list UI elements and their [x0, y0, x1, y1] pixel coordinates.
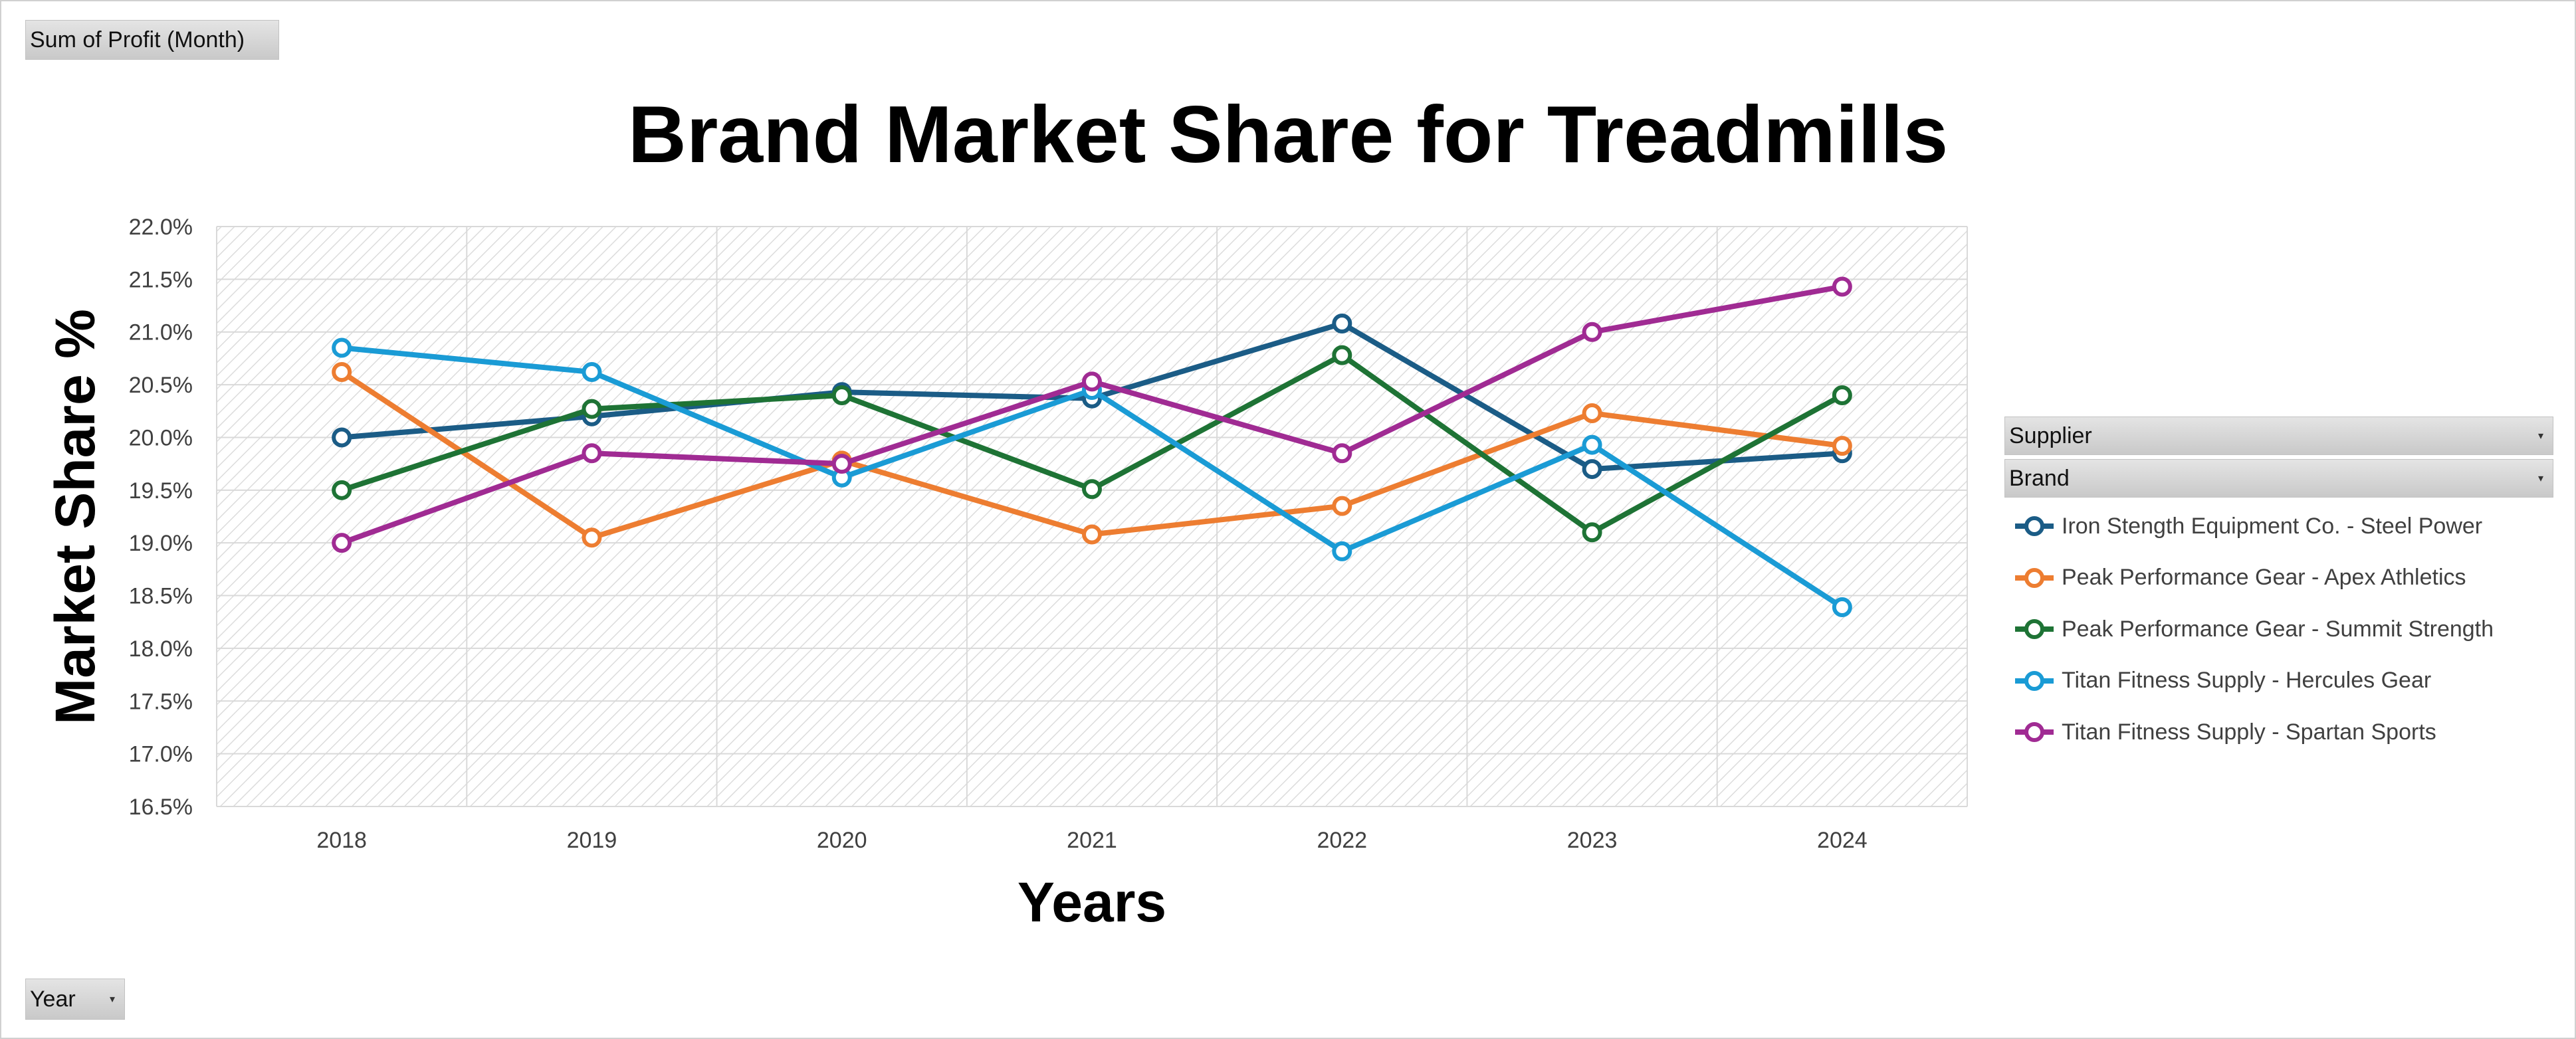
y-tick-label: 18.5%: [129, 584, 193, 609]
data-point[interactable]: [1332, 443, 1352, 464]
legend-field-brand-label: Brand: [2009, 465, 2070, 491]
data-point[interactable]: [332, 427, 352, 448]
legend-item[interactable]: Peak Performance Gear - Summit Strength: [2014, 609, 2494, 649]
legend-label: Titan Fitness Supply - Spartan Sports: [2062, 719, 2436, 745]
y-tick-label: 19.5%: [129, 478, 193, 504]
x-tick-label: 2018: [316, 828, 367, 853]
data-point[interactable]: [332, 337, 352, 358]
data-point[interactable]: [1582, 322, 1602, 342]
legend-label: Titan Fitness Supply - Hercules Gear: [2062, 668, 2432, 693]
data-point[interactable]: [582, 443, 602, 464]
x-tick-label: 2021: [1067, 828, 1117, 853]
data-point[interactable]: [332, 480, 352, 500]
legend-line-circle-icon: [2015, 670, 2054, 691]
data-point[interactable]: [1332, 314, 1352, 334]
series-layer: [332, 276, 1852, 618]
data-point[interactable]: [582, 362, 602, 383]
data-point[interactable]: [1832, 385, 1852, 405]
legend-line-circle-icon: [2015, 722, 2054, 742]
y-tick-label: 18.0%: [129, 636, 193, 662]
legend-label: Iron Stength Equipment Co. - Steel Power: [2062, 513, 2483, 539]
legend-line-circle-icon: [2015, 516, 2054, 536]
data-point[interactable]: [332, 362, 352, 383]
data-point[interactable]: [1082, 524, 1102, 545]
x-axis-title: Years: [1018, 871, 1166, 933]
legend-line-circle-icon: [2015, 619, 2054, 639]
legend-line-circle-icon: [2015, 567, 2054, 588]
series-3: [332, 345, 1852, 543]
legend-item[interactable]: Titan Fitness Supply - Hercules Gear: [2014, 661, 2431, 701]
data-point[interactable]: [1832, 436, 1852, 456]
y-tick-label: 17.5%: [129, 689, 193, 714]
data-point[interactable]: [1582, 403, 1602, 423]
data-point[interactable]: [332, 533, 352, 553]
data-point[interactable]: [1832, 597, 1852, 618]
dropdown-arrow-icon[interactable]: ▾: [2537, 430, 2543, 442]
data-point[interactable]: [831, 385, 852, 405]
series-5: [332, 276, 1852, 553]
dropdown-arrow-icon[interactable]: ▾: [109, 994, 115, 1005]
dropdown-arrow-icon[interactable]: ▾: [2537, 473, 2543, 484]
legend-field-supplier-label: Supplier: [2009, 423, 2092, 448]
y-axis-title: Market Share %: [44, 309, 106, 725]
axes: 16.5% 17.0% 17.5% 18.0% 18.5% 19.0% 19.5% 20.0%…: [129, 215, 1868, 853]
data-point[interactable]: [1332, 345, 1352, 365]
legend-label: Peak Performance Gear - Summit Strength: [2062, 616, 2494, 642]
y-tick-label: 21.0%: [129, 320, 193, 345]
chart-title: Brand Market Share for Treadmills: [627, 89, 1949, 179]
data-point[interactable]: [1082, 371, 1102, 392]
y-tick-label: 21.5%: [129, 267, 193, 292]
axis-field-year-label: Year: [30, 986, 76, 1012]
y-tick-label: 19.0%: [129, 531, 193, 556]
x-tick-label: 2022: [1317, 828, 1367, 853]
y-tick-label: 20.5%: [129, 373, 193, 398]
legend-item[interactable]: Peak Performance Gear - Apex Athletics: [2014, 558, 2466, 598]
data-point[interactable]: [1582, 522, 1602, 543]
data-point[interactable]: [582, 399, 602, 419]
data-point[interactable]: [582, 527, 602, 548]
data-point[interactable]: [1082, 479, 1102, 500]
y-tick-label: 17.0%: [129, 742, 193, 767]
x-tick-label: 2024: [1817, 828, 1868, 853]
data-point[interactable]: [1332, 496, 1352, 516]
value-field-label: Sum of Profit (Month): [30, 27, 245, 52]
y-tick-label: 22.0%: [129, 215, 193, 240]
plot-area: [217, 227, 1967, 806]
y-tick-label: 16.5%: [129, 795, 193, 820]
data-point[interactable]: [1832, 276, 1852, 297]
axis-field-year-button[interactable]: Year ▾: [25, 979, 125, 1020]
legend-item[interactable]: Titan Fitness Supply - Spartan Sports: [2014, 712, 2436, 752]
data-point[interactable]: [1332, 541, 1352, 561]
y-tick-label: 20.0%: [129, 425, 193, 450]
data-point[interactable]: [1582, 434, 1602, 455]
value-field-button[interactable]: Sum of Profit (Month): [25, 20, 279, 60]
x-tick-label: 2023: [1567, 828, 1618, 853]
x-tick-label: 2020: [817, 828, 867, 853]
x-tick-label: 2019: [567, 828, 617, 853]
legend-field-supplier-button[interactable]: Supplier ▾: [2004, 417, 2553, 455]
legend-item[interactable]: Iron Stength Equipment Co. - Steel Power: [2014, 506, 2482, 546]
legend-label: Peak Performance Gear - Apex Athletics: [2062, 565, 2466, 590]
legend-field-brand-button[interactable]: Brand ▾: [2004, 459, 2553, 498]
series-2: [332, 362, 1852, 548]
data-point[interactable]: [831, 454, 852, 474]
data-point[interactable]: [1582, 459, 1602, 480]
